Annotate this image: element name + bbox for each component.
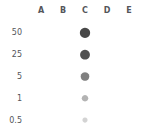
- svg-text:25: 25: [12, 50, 22, 59]
- svg-text:0.5: 0.5: [9, 116, 22, 125]
- svg-text:5: 5: [17, 72, 22, 81]
- svg-text:E: E: [126, 6, 131, 15]
- svg-text:50: 50: [12, 28, 22, 37]
- svg-text:A: A: [38, 6, 45, 15]
- svg-text:C: C: [82, 6, 88, 15]
- svg-text:B: B: [60, 6, 66, 15]
- svg-text:1: 1: [17, 94, 22, 103]
- svg-text:D: D: [104, 6, 111, 15]
